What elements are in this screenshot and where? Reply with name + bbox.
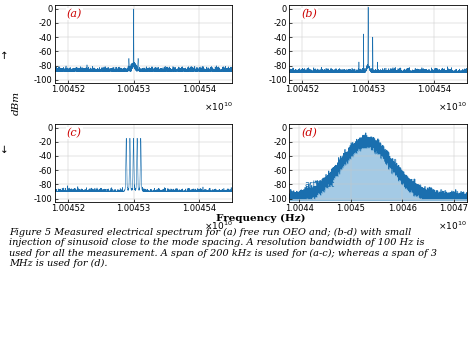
Text: Figure 5 Measured electrical spectrum for (a) free run OEO and; (b-d) with small: Figure 5 Measured electrical spectrum fo… xyxy=(9,227,438,268)
Text: ↓: ↓ xyxy=(0,145,8,155)
Text: $\times10^{10}$: $\times10^{10}$ xyxy=(438,219,467,232)
Text: Figure 5 Measured electrical spectrum for (a) free run OEO and; (b-d) with small: Figure 5 Measured electrical spectrum fo… xyxy=(0,336,1,337)
Text: (c): (c) xyxy=(67,128,82,138)
Text: (b): (b) xyxy=(301,9,318,19)
Text: $\times10^{10}$: $\times10^{10}$ xyxy=(203,219,232,232)
Text: artifact: artifact xyxy=(305,180,335,189)
Text: (d): (d) xyxy=(301,128,318,138)
Text: $\times10^{10}$: $\times10^{10}$ xyxy=(438,100,467,113)
Text: (a): (a) xyxy=(67,9,82,19)
Text: ↑: ↑ xyxy=(0,51,8,61)
Text: dBm: dBm xyxy=(12,91,21,115)
Text: Frequency (Hz): Frequency (Hz) xyxy=(216,214,305,223)
Text: $\times10^{10}$: $\times10^{10}$ xyxy=(203,100,232,113)
